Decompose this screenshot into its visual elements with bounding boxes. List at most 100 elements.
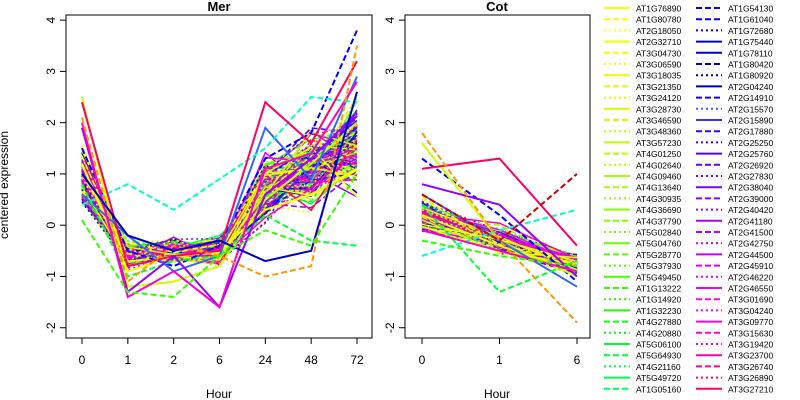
legend-label: AT5G37930	[636, 261, 681, 271]
series-line-at2g27830	[421, 183, 578, 278]
series-line	[81, 137, 358, 262]
panel-mer-series	[81, 29, 358, 310]
legend-label: AT1G05160	[636, 384, 681, 394]
series-line	[421, 206, 578, 262]
y-tick-label: 3	[383, 68, 397, 75]
panel-cot-title: Cot	[486, 0, 508, 14]
legend-label: AT3G23700	[728, 351, 773, 361]
series-line	[81, 140, 358, 265]
legend-label: AT3G04240	[728, 306, 773, 316]
y-tick-label: 1	[44, 170, 58, 177]
series-line	[81, 138, 358, 263]
legend: AT1G76890AT1G80780AT2G18050AT2G32710AT3G…	[604, 4, 773, 394]
y-tick-label: 2	[383, 119, 397, 126]
y-tick-label: 3	[44, 68, 58, 75]
legend-label: AT2G25250	[728, 138, 773, 148]
legend-label: AT3G15630	[728, 328, 773, 338]
series-line	[81, 124, 358, 249]
x-tick-label: 48	[304, 353, 318, 367]
legend-label: AT3G27210	[728, 384, 773, 394]
legend-label: AT4G13640	[636, 183, 681, 193]
legend-label: AT3G26890	[728, 373, 773, 383]
legend-label: AT3G09770	[728, 317, 773, 327]
legend-label: AT5G28770	[636, 250, 681, 260]
legend-label: AT2G45910	[728, 261, 773, 271]
series-line-at1g61040	[81, 29, 358, 268]
panel-cot-frame	[404, 14, 591, 339]
legend-label: AT3G18035	[636, 71, 681, 81]
series-line-at1g78110	[81, 91, 358, 263]
x-tick-label: 0	[79, 353, 86, 367]
legend-label: AT3G48360	[636, 127, 681, 137]
y-tick-label: -1	[44, 271, 58, 282]
legend-label: AT4G01250	[636, 149, 681, 159]
panel-cot-x-label: Hour	[484, 387, 510, 400]
legend-label: AT1G78110	[728, 48, 773, 58]
y-tick-label: -1	[383, 271, 397, 282]
x-tick-label: 24	[259, 353, 273, 367]
legend-label: AT3G19420	[728, 340, 773, 350]
series-line-at3g15630	[421, 229, 578, 273]
legend-label: AT1G76890	[636, 4, 681, 14]
legend-label: AT3G28730	[636, 104, 681, 114]
series-line	[81, 157, 358, 263]
panel-mer-x-label: Hour	[206, 387, 232, 400]
legend-label: AT4G20880	[636, 328, 681, 338]
panel-mer: Mer -2 -1 0 1 2 3 4 0 1 2 6 24 48 72 Hour	[44, 0, 373, 400]
x-tick-label: 6	[216, 353, 223, 367]
legend-label: AT4G09460	[636, 172, 681, 182]
legend-label: AT5G64930	[636, 351, 681, 361]
legend-label: AT2G41500	[728, 228, 773, 238]
legend-label: AT3G57230	[636, 138, 681, 148]
legend-label: AT5G49720	[636, 373, 681, 383]
legend-label: AT2G44500	[728, 250, 773, 260]
legend-label: AT1G61040	[728, 15, 773, 25]
legend-label: AT3G04730	[636, 48, 681, 58]
legend-label: AT4G30935	[636, 194, 681, 204]
legend-label: AT2G46220	[728, 272, 773, 282]
panel-mer-title: Mer	[207, 0, 230, 14]
legend-label: AT4G21160	[636, 362, 681, 372]
y-axis-label: centered expression	[0, 131, 11, 239]
series-line	[421, 209, 578, 263]
series-line-at5g02840	[421, 239, 578, 268]
series-line-at3g15630	[81, 81, 358, 309]
legend-label: AT2G32710	[636, 37, 681, 47]
legend-label: AT2G46550	[728, 284, 773, 294]
legend-label: AT3G01690	[728, 295, 773, 305]
series-line-at5g02840	[81, 173, 358, 299]
legend-label: AT1G54130	[728, 4, 773, 14]
series-line-at4g30935	[81, 183, 358, 278]
series-line	[421, 217, 578, 277]
series-line-at2g31730	[421, 173, 578, 242]
series-line-at3g27210	[421, 157, 578, 247]
y-tick-label: 0	[44, 222, 58, 229]
legend-label: AT3G06590	[636, 60, 681, 70]
legend-label: AT5G06100	[636, 340, 681, 350]
y-tick-label: -2	[383, 322, 397, 333]
legend-label: AT1G13222	[636, 284, 681, 294]
series-line-at4g30935	[421, 204, 578, 294]
legend-label: AT5G49450	[636, 272, 681, 282]
legend-label: AT2G14910	[728, 93, 773, 103]
series-line-at1g61040	[421, 157, 578, 283]
panel-mer-frame	[65, 14, 373, 339]
legend-label: AT1G14920	[636, 295, 681, 305]
legend-label: AT5G02840	[636, 228, 681, 238]
legend-label: AT1G80780	[636, 15, 681, 25]
y-tick-label: -2	[44, 322, 58, 333]
series-line-at3g27210	[81, 60, 358, 268]
legend-label: AT3G26740	[728, 362, 773, 372]
legend-label: AT2G27830	[728, 172, 773, 182]
series-line-at3g21350	[81, 96, 358, 288]
legend-label: AT4G27880	[636, 317, 681, 327]
legend-label: AT2G17880	[728, 127, 773, 137]
panel-cot-y-axis: -2 -1 0 1 2 3 4	[383, 16, 406, 333]
legend-label: AT4G02640	[636, 160, 681, 170]
y-tick-label: 2	[44, 119, 58, 126]
legend-label: AT3G46590	[636, 116, 681, 126]
y-tick-label: 4	[383, 16, 397, 23]
x-tick-label: 2	[170, 353, 177, 367]
legend-label: AT1G80420	[728, 60, 773, 70]
